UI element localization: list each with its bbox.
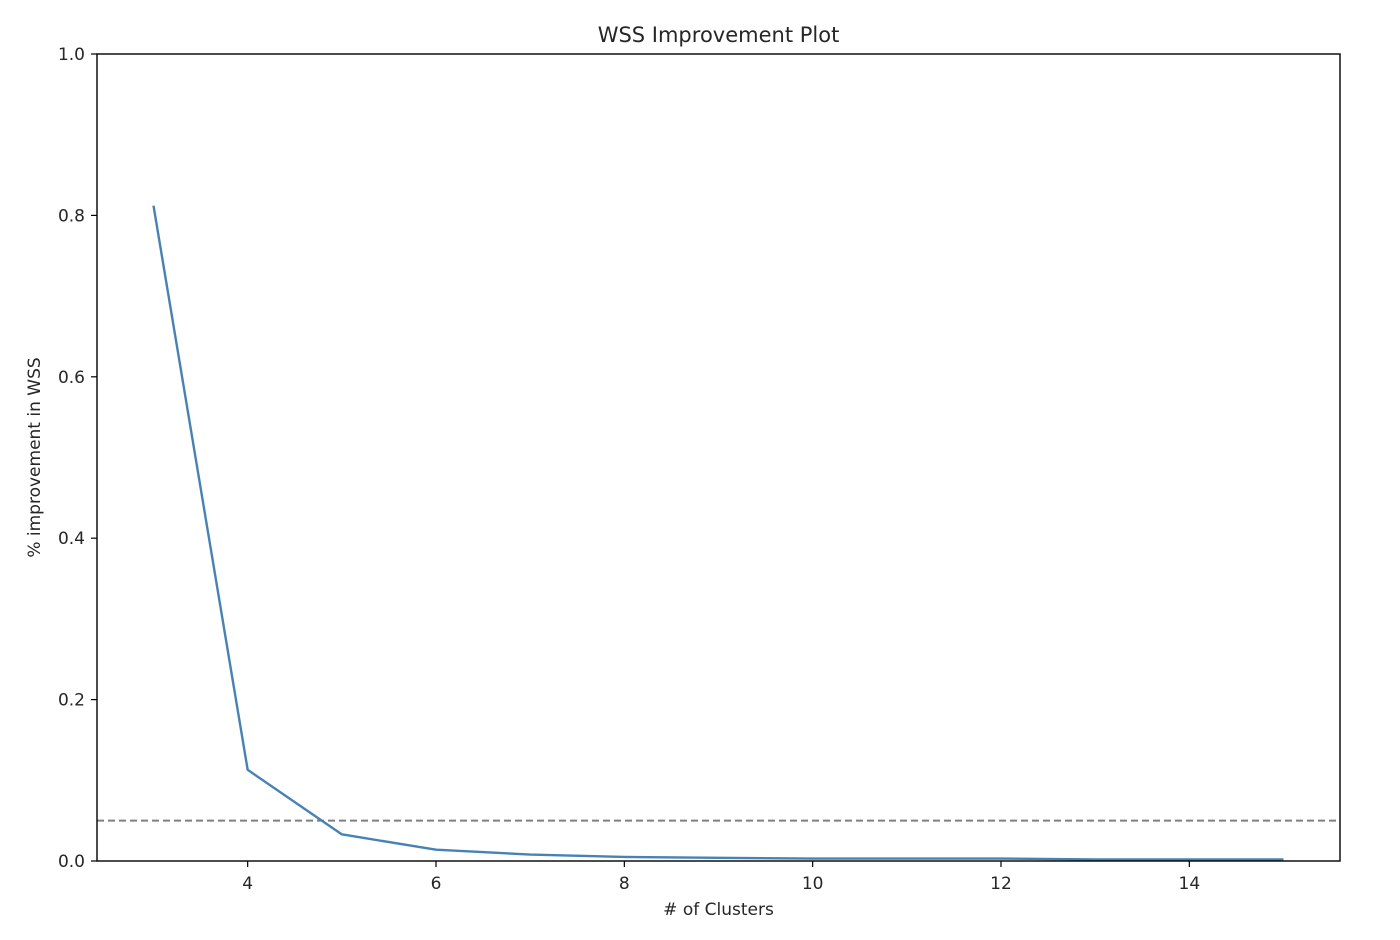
y-tick-label: 0.6 [58,368,85,388]
x-tick-label: 8 [619,874,630,894]
x-tick-label: 14 [1179,874,1201,894]
y-axis-title: % improvement in WSS [25,357,45,557]
plot-area: 4 6 8 10 12 14 0.0 0.2 0.4 0.6 0.8 1.0 [58,45,1341,894]
y-tick-label: 0.4 [58,529,85,549]
y-tick-label: 0.0 [58,852,85,872]
x-axis-title: # of Clusters [663,900,774,920]
x-tick-label: 6 [431,874,442,894]
chart-title: WSS Improvement Plot [598,23,840,47]
x-tick-label: 4 [242,874,253,894]
y-tick-label: 1.0 [58,45,85,65]
x-tick-label: 10 [802,874,824,894]
y-tick-label: 0.8 [58,206,85,226]
y-tick-label: 0.2 [58,691,85,711]
axes-frame [96,53,1341,862]
x-tick-label: 12 [990,874,1012,894]
series-line-0 [152,205,1284,861]
